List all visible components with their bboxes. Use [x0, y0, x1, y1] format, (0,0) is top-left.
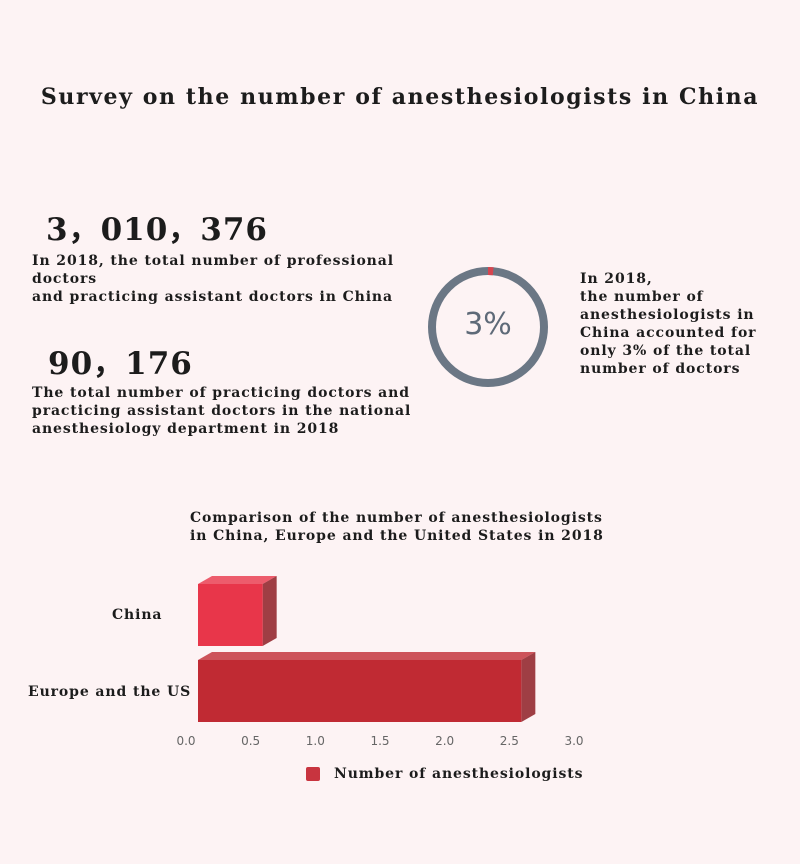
legend-swatch [306, 767, 320, 781]
bar-top-1 [198, 652, 536, 660]
ring-text-line3: anesthesiologists in [580, 307, 755, 323]
anesth-text-line2: practicing assistant doctors in the nati… [32, 403, 412, 419]
ring-text-line2: the number of [580, 289, 704, 305]
page-title: Survey on the number of anesthesiologist… [40, 84, 760, 110]
x-tick-label: 1.0 [305, 734, 325, 748]
ring-svg [428, 267, 548, 387]
legend-label: Number of anesthesiologists [334, 766, 584, 782]
bar-side-1 [521, 652, 536, 722]
bar-chart-plot [198, 576, 536, 722]
x-tick-label: 3.0 [564, 734, 584, 748]
x-tick-label: 2.5 [499, 734, 519, 748]
category-label-china: China [112, 607, 163, 623]
ring-text-line4: China accounted for [580, 325, 757, 341]
chart-title-line2: in China, Europe and the United States i… [190, 528, 604, 544]
anesthesiology-number: 90，176 [48, 346, 193, 382]
chart-title: Comparison of the number of anesthesiolo… [190, 509, 610, 545]
bar-side-0 [262, 576, 277, 646]
ring-fill [428, 267, 548, 387]
anesth-text-line1: The total number of practicing doctors a… [32, 385, 410, 401]
category-label-europe-us: Europe and the US [28, 684, 192, 700]
ring-text-line5: only 3% of the total [580, 343, 752, 359]
percentage-ring [426, 265, 550, 389]
bar-europe-and-the-us [198, 660, 522, 722]
bar-top-0 [198, 576, 277, 584]
chart-title-line1: Comparison of the number of anesthesiolo… [190, 510, 603, 526]
anesthesiology-description: The total number of practicing doctors a… [32, 384, 432, 438]
total-doctors-description: In 2018, the total number of professiona… [32, 252, 462, 306]
ring-text-line6: number of doctors [580, 361, 741, 377]
x-tick-label: 0.5 [241, 734, 261, 748]
ring-percent-label: 3% [464, 307, 512, 342]
total-doctors-number: 3，010，376 [46, 212, 268, 248]
ring-text-line1: In 2018, [580, 271, 653, 287]
bar-china [198, 584, 263, 646]
x-tick-label: 1.5 [370, 734, 390, 748]
chart-legend: Number of anesthesiologists [306, 766, 583, 782]
ring-description: In 2018, the number of anesthesiologists… [580, 270, 780, 378]
x-tick-label: 0.0 [176, 734, 196, 748]
anesth-text-line3: anesthesiology department in 2018 [32, 421, 340, 437]
x-tick-label: 2.0 [435, 734, 455, 748]
total-doctors-text-line1: In 2018, the total number of professiona… [32, 253, 394, 287]
total-doctors-text-line2: and practicing assistant doctors in Chin… [32, 289, 393, 305]
